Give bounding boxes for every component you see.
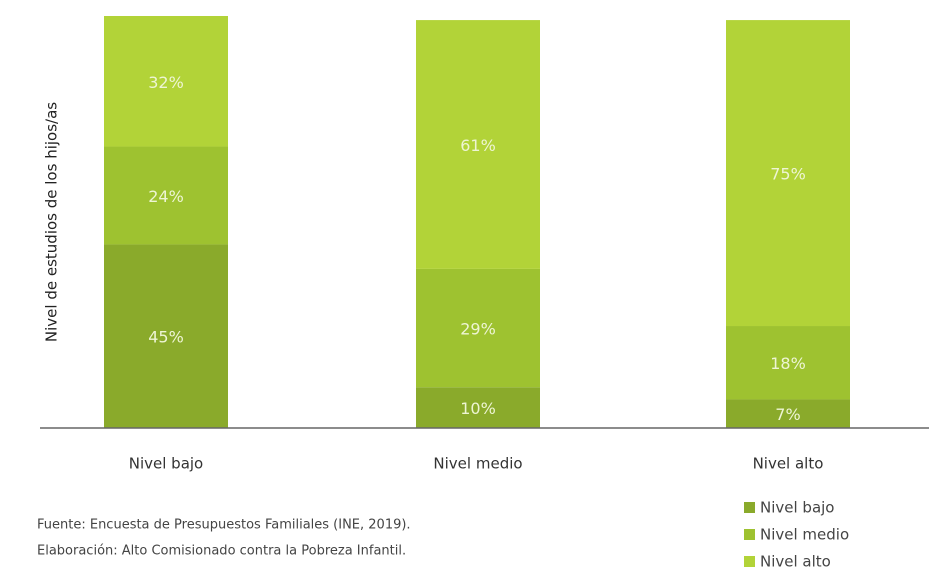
bar-segment xyxy=(104,16,228,147)
data-label: 75% xyxy=(770,165,806,184)
y-axis-label: Nivel de estudios de los hijos/as xyxy=(43,102,61,342)
legend-label: Nivel bajo xyxy=(760,499,835,517)
bar-segment xyxy=(416,268,540,388)
legend-swatch xyxy=(744,529,755,540)
x-tick-label: Nivel alto xyxy=(753,455,824,473)
source-text: Fuente: Encuesta de Presupuestos Familia… xyxy=(37,518,411,533)
bar-segment xyxy=(726,20,850,327)
source-text: Elaboración: Alto Comisionado contra la … xyxy=(37,544,406,559)
data-label: 18% xyxy=(770,354,806,373)
bar-segment xyxy=(104,244,228,428)
data-label: 61% xyxy=(460,136,496,155)
legend-swatch xyxy=(744,502,755,513)
data-label: 10% xyxy=(460,399,496,418)
legend-label: Nivel medio xyxy=(760,526,849,544)
bar-segment xyxy=(104,146,228,245)
data-label: 7% xyxy=(775,405,800,424)
data-label: 45% xyxy=(148,328,184,347)
bar-segment xyxy=(726,399,850,428)
legend-label: Nivel alto xyxy=(760,553,831,571)
bar-segment xyxy=(416,20,540,269)
data-label: 32% xyxy=(148,73,184,92)
x-tick-label: Nivel bajo xyxy=(129,455,204,473)
x-tick-label: Nivel medio xyxy=(433,455,522,473)
data-label: 24% xyxy=(148,187,184,206)
legend-swatch xyxy=(744,556,755,567)
data-label: 29% xyxy=(460,320,496,339)
bar-segment xyxy=(416,387,540,428)
bar-segment xyxy=(726,326,850,400)
